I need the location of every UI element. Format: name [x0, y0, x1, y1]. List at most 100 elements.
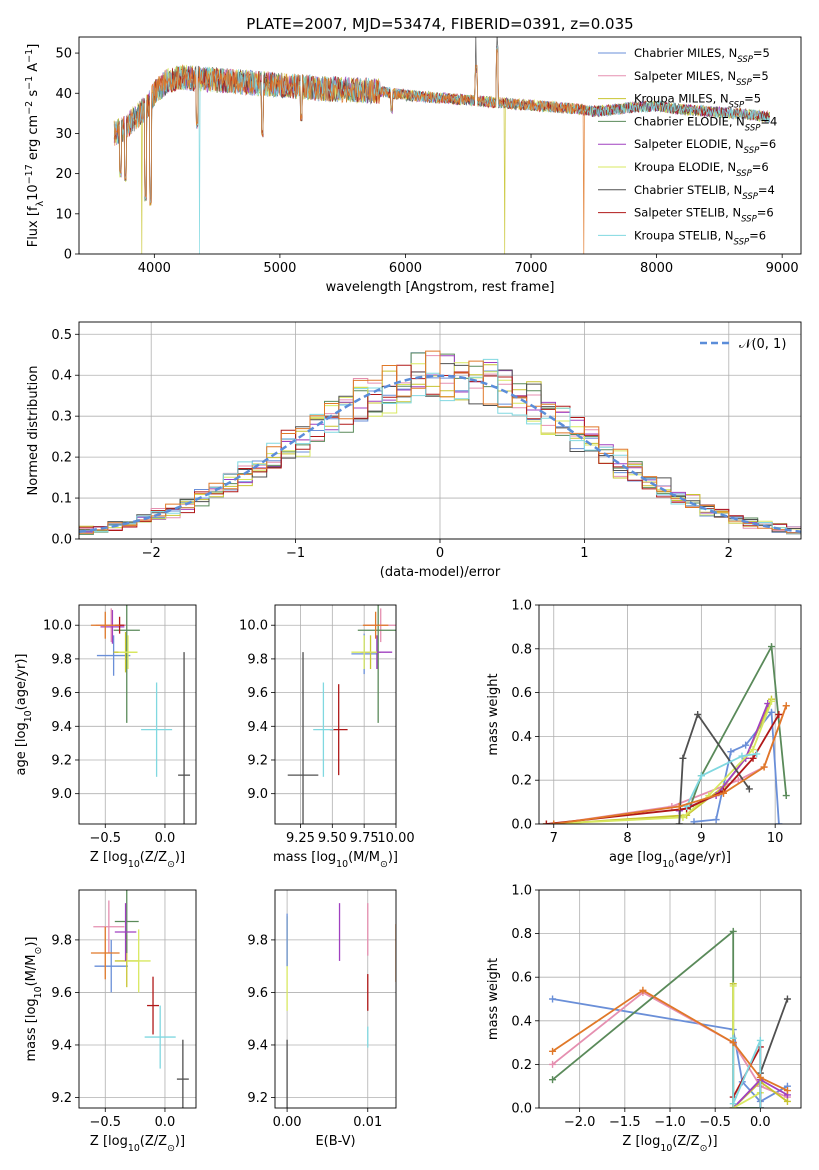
tick-label-x: −0.5 [89, 1115, 121, 1130]
tick-label-y: 9.6 [51, 986, 72, 1001]
weight-marker [550, 820, 558, 824]
weight-marker [549, 1047, 557, 1055]
tick-label-y: 9.2 [247, 1091, 268, 1106]
weight-marker [690, 818, 698, 824]
weight-marker [549, 1076, 557, 1084]
tick-label-x: 0 [436, 546, 444, 561]
legend: Chabrier MILES, NSSP=5 Salpeter MILES, NS… [598, 46, 777, 247]
legend-label: 𝒩(0, 1) [739, 337, 786, 352]
axes-frame [78, 604, 197, 825]
tick-label-y: 9.2 [51, 753, 72, 768]
tick-label-y: 9.0 [51, 787, 72, 802]
panel-mass-weight-vs-age: 7 8 9 10 0.0 0.2 0.4 0.6 0.8 1.0 age [log10(age/yr… [486, 599, 802, 870]
errorbar-point [90, 611, 120, 639]
weight-marker [738, 752, 746, 760]
tick-label-x: 8000 [640, 261, 673, 276]
tick-label-x: 9 [697, 831, 705, 846]
x-axis-label: wavelength [Angstrom, rest frame] [326, 280, 555, 295]
panel-mass-weight-vs-Z: −2.0 −1.5 −1.0 −0.5 0.0 0.0 0.2 0.4 0.6 0.8 1.0 Z [… [486, 884, 802, 1154]
tick-label-x: 0.0 [155, 1115, 176, 1130]
tick-label-x: 10.00 [377, 831, 414, 846]
weight-marker [783, 995, 791, 1003]
legend-label: Kroupa MILES, NSSP=5 [634, 92, 761, 111]
y-axis-label: mass weight [486, 958, 501, 1040]
plot-area [90, 890, 189, 1108]
tick-label-y: 0.2 [511, 1058, 532, 1073]
errorbar-point [147, 976, 159, 1035]
legend-label: Chabrier MILES, NSSP=5 [634, 46, 770, 65]
weight-line [552, 929, 761, 1108]
tick-label-y: 0 [64, 248, 72, 263]
plot-area [90, 605, 191, 824]
weight-marker [697, 772, 705, 780]
tick-label-y: 0.5 [51, 328, 72, 343]
weight-marker [679, 813, 687, 821]
tick-label-y: 9.0 [247, 787, 268, 802]
errorbar-point [176, 1039, 189, 1108]
weight-marker [549, 995, 557, 1003]
spectrum-line [113, 47, 586, 254]
tick-label-x: 5000 [263, 261, 296, 276]
x-axis-label: Z [log10(Z/Z⊙)] [90, 1134, 185, 1154]
weight-marker [756, 1073, 764, 1081]
tick-label-x: 0.0 [155, 831, 176, 846]
weight-marker [742, 741, 750, 749]
tick-label-y: 9.4 [247, 1038, 268, 1053]
plot-area [79, 350, 801, 539]
y-axis-label: Flux [fλ10−17 erg cm−2 s−1 A−1] [24, 44, 46, 248]
tick-label-y: 1.0 [511, 599, 532, 614]
errorbar-point [141, 682, 173, 777]
weight-marker [767, 708, 775, 716]
tick-label-y: 0.4 [511, 1014, 532, 1029]
x-axis-label: mass [log10(M/M⊙)] [273, 850, 398, 870]
plot-area [113, 37, 770, 254]
tick-label-y: 9.6 [247, 986, 268, 1001]
tick-label-y: 10.0 [239, 619, 268, 634]
errorbar-point [287, 652, 319, 824]
x-axis-label: Z [log10(Z/Z⊙)] [90, 850, 185, 870]
tick-label-y: 9.2 [247, 753, 268, 768]
tick-label-x: 1 [580, 546, 588, 561]
weight-marker [729, 1039, 737, 1047]
tick-label-y: 0.3 [51, 410, 72, 425]
legend-label: Salpeter STELIB, NSSP=6 [634, 206, 774, 225]
errorbar-point [351, 635, 377, 670]
tick-label-x: 6000 [389, 261, 422, 276]
tick-label-x: 9.50 [318, 831, 347, 846]
legend-label: Kroupa ELODIE, NSSP=6 [634, 160, 769, 179]
weight-marker [727, 748, 735, 756]
tick-label-x: −0.5 [699, 1115, 731, 1130]
tick-label-y: 9.4 [51, 720, 72, 735]
errorbar-point [113, 605, 140, 723]
legend-label: Kroupa STELIB, NSSP=6 [634, 228, 766, 247]
tick-label-x: 8 [623, 831, 631, 846]
histogram-step [79, 350, 801, 539]
y-axis-label: Normed distribution [26, 366, 41, 496]
errorbar-point [118, 635, 138, 670]
errorbar-point [313, 682, 334, 777]
panel-age-vs-Z: −0.5 0.0 9.0 9.2 9.4 9.6 9.8 10.0 Z [log10(Z/Z⊙)… [14, 604, 197, 870]
panel-mass-vs-EBV: 0.00 0.01 9.2 9.4 9.6 9.8 E(B-V) [247, 889, 397, 1149]
tick-label-x: 10 [767, 831, 784, 846]
axes-frame [274, 889, 397, 1109]
weight-marker [679, 754, 687, 762]
weight-line [678, 712, 751, 824]
tick-label-x: −2 [142, 546, 161, 561]
weight-marker [675, 820, 683, 824]
spectrum-line [113, 45, 770, 254]
weight-marker [756, 1036, 764, 1044]
tick-label-y: 10.0 [43, 619, 72, 634]
grid [539, 604, 801, 825]
tick-label-y: 1.0 [511, 884, 532, 899]
weight-line [685, 753, 757, 807]
tick-label-x: 0.01 [353, 1115, 382, 1130]
legend-label: Chabrier ELODIE, NSSP=4 [634, 114, 777, 133]
tick-label-y: 0.0 [511, 818, 532, 833]
tick-label-x: 7 [550, 831, 558, 846]
plot-area [287, 605, 396, 824]
tick-label-y: 0.0 [511, 1102, 532, 1117]
weight-marker [675, 802, 683, 810]
legend: 𝒩(0, 1) [700, 337, 786, 352]
